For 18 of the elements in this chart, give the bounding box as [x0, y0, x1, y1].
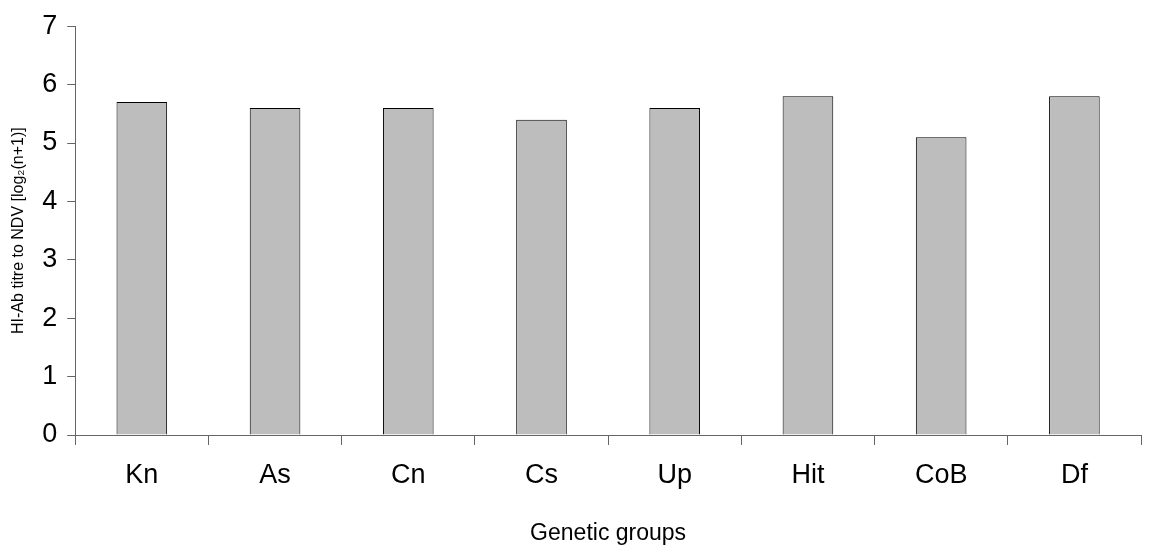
x-tick-label: Up [657, 458, 692, 489]
x-tick-label: Cs [525, 458, 558, 489]
y-tick-label: 3 [42, 243, 58, 274]
x-tick-label: CoB [914, 458, 968, 489]
y-tick-label: 6 [42, 68, 58, 99]
x-tick-label: Df [1060, 458, 1089, 489]
x-axis-title: Genetic groups [530, 518, 687, 545]
y-tick-label: 5 [42, 126, 58, 157]
y-tick-label: 7 [42, 9, 58, 40]
x-tick-label: As [259, 458, 291, 489]
y-tick-label: 0 [42, 418, 58, 449]
y-axis-title: HI-Ab titre to NDV [log₂(n+1)] [9, 127, 27, 334]
x-tick-label: Cn [391, 458, 426, 489]
y-tick-label: 2 [42, 301, 58, 332]
x-tick-label: Kn [125, 458, 159, 489]
y-tick-label: 1 [42, 360, 58, 391]
x-tick-label: Hit [791, 458, 825, 489]
y-tick-label: 4 [42, 184, 58, 215]
